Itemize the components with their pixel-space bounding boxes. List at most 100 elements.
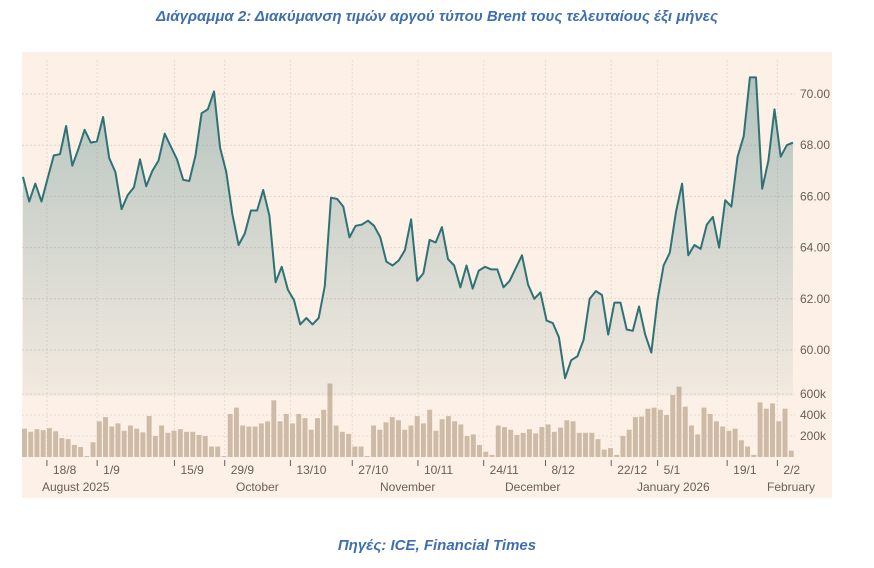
volume-bar [383, 422, 389, 457]
volume-bar [452, 421, 458, 457]
volume-bar [308, 429, 314, 457]
volume-bar [545, 424, 551, 457]
volume-bar [701, 407, 707, 457]
volume-bar [757, 402, 763, 457]
volume-bar [402, 429, 408, 457]
volume-tick-label: 200k [800, 429, 827, 443]
volume-bar [520, 432, 526, 457]
volume-bar [177, 429, 183, 457]
volume-bar [632, 417, 638, 457]
volume-bar [745, 446, 751, 457]
x-tick-label: 1/9 [103, 463, 120, 477]
x-tick-label: 15/9 [180, 463, 204, 477]
volume-bar [96, 421, 102, 457]
volume-bar [283, 413, 289, 457]
volume-bar [252, 426, 258, 457]
volume-bar [84, 455, 90, 457]
volume-bar [346, 433, 352, 457]
volume-bar [22, 428, 27, 457]
volume-bar [645, 408, 651, 457]
volume-bar [209, 446, 214, 457]
volume-bar [788, 450, 794, 457]
volume-bar [339, 431, 345, 457]
volume-bar [159, 425, 165, 457]
price-tick-label: 64.00 [800, 241, 830, 255]
volume-bar [564, 420, 570, 457]
volume-bar [707, 413, 713, 457]
volume-bar [770, 403, 775, 457]
volume-bar [196, 434, 202, 457]
volume-bar [202, 436, 208, 457]
price-tick-label: 60.00 [800, 343, 830, 357]
volume-bar [570, 421, 576, 457]
volume-bar [127, 425, 133, 457]
volume-bar [146, 416, 152, 457]
volume-bar [458, 424, 464, 457]
volume-bar [240, 425, 246, 457]
month-label: November [380, 480, 435, 494]
volume-bar [40, 430, 46, 457]
volume-bar [445, 416, 451, 457]
volume-bar [65, 439, 71, 457]
volume-bar [651, 407, 657, 457]
price-tick-label: 70.00 [800, 87, 830, 101]
volume-bar [420, 423, 426, 457]
volume-bar [277, 421, 283, 457]
volume-bar [676, 386, 682, 457]
volume-bar [639, 416, 645, 457]
price-line [22, 76, 794, 380]
volume-bar [589, 432, 595, 457]
volume-bar [614, 454, 620, 457]
x-tick-label: 18/8 [53, 463, 77, 477]
month-label: October [236, 480, 279, 494]
volume-bar [558, 427, 564, 457]
volume-bar [726, 430, 732, 457]
volume-bar [738, 440, 744, 457]
volume-bar [165, 432, 171, 457]
volume-bar [551, 431, 557, 457]
volume-bar [689, 425, 694, 457]
volume-bar [327, 383, 333, 457]
x-tick-label: 27/10 [358, 463, 388, 477]
volume-bar [321, 409, 327, 457]
volume-bar [583, 432, 588, 457]
volume-bar [508, 429, 514, 457]
volume-bar [377, 429, 383, 457]
x-tick-label: 24/11 [490, 463, 519, 477]
volume-bar [427, 409, 433, 457]
x-tick-label: 10/11 [424, 463, 453, 477]
volume-bar [626, 429, 632, 457]
volume-bar [495, 425, 501, 457]
volume-bar [233, 407, 239, 457]
volume-bar [46, 428, 52, 457]
volume-bar [464, 436, 470, 457]
volume-bar [782, 408, 788, 457]
volume-bar [190, 431, 196, 457]
volume-bar [607, 448, 613, 457]
month-label: February [767, 480, 815, 494]
volume-bar [71, 444, 77, 457]
volume-bar [489, 454, 495, 457]
volume-bar [296, 413, 302, 457]
price-tick-label: 62.00 [800, 292, 830, 306]
volume-bar [227, 413, 233, 457]
volume-bar [539, 427, 545, 457]
price-tick-label: 68.00 [800, 138, 830, 152]
x-tick-label: 8/12 [552, 463, 576, 477]
volume-bar [670, 395, 676, 457]
volume-bar [140, 432, 146, 457]
volume-bar [371, 425, 377, 457]
volume-bar [713, 421, 719, 457]
volume-bar [533, 433, 539, 457]
x-tick-label: 29/9 [231, 463, 255, 477]
volume-bar [389, 417, 395, 457]
volume-bar [78, 447, 84, 457]
volume-bar [352, 446, 358, 457]
volume-bar [184, 431, 190, 457]
volume-bar [53, 431, 59, 457]
volume-bar [134, 428, 140, 457]
volume-bar [258, 423, 264, 457]
volume-bar [526, 429, 532, 457]
x-tick-label: 2/2 [783, 463, 800, 477]
volume-bar [620, 436, 626, 457]
